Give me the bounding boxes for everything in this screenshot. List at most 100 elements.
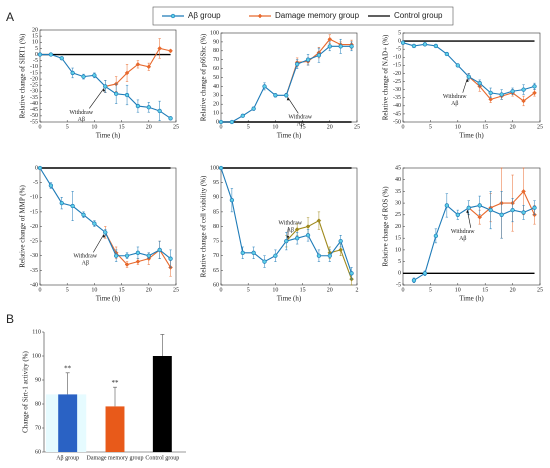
marker xyxy=(338,44,343,49)
marker xyxy=(70,203,75,209)
y-tick-label: -5 xyxy=(33,58,38,64)
y-tick-label: 20 xyxy=(32,27,38,33)
y-tick-label: 0 xyxy=(216,119,219,125)
marker xyxy=(135,250,141,255)
marker xyxy=(273,93,278,98)
marker xyxy=(305,224,311,229)
y-tick-label: 25 xyxy=(395,212,401,218)
marker xyxy=(257,13,263,19)
legend-label: Aβ group xyxy=(188,11,221,20)
y-tick-label: 15 xyxy=(32,34,38,40)
y-tick-label: -10 xyxy=(30,195,38,201)
marker xyxy=(455,212,460,217)
marker xyxy=(229,119,235,125)
y-axis-label: Relative change of p66Shc (%) xyxy=(200,33,208,121)
marker xyxy=(59,56,64,61)
y-tick-label: 40 xyxy=(213,84,219,90)
annotation-arrowhead xyxy=(102,234,106,238)
y-tick-label: -15 xyxy=(30,209,38,215)
marker xyxy=(251,250,256,255)
y-tick-label: 95 xyxy=(213,180,219,186)
annotation-arrowhead xyxy=(286,97,290,101)
y-tick-label: 15 xyxy=(395,236,401,242)
bar xyxy=(152,356,172,452)
marker xyxy=(338,247,344,253)
y-tick-label: -40 xyxy=(30,101,38,107)
series-line xyxy=(413,204,535,281)
y-axis-label: Relative change of ROS (%) xyxy=(382,186,390,267)
y-tick-label: -5 xyxy=(396,282,401,288)
x-tick-label: 10 xyxy=(272,287,278,293)
y-tick-label: -20 xyxy=(30,76,38,82)
annotation: Aβ xyxy=(451,101,458,107)
marker xyxy=(521,210,526,215)
bar xyxy=(58,394,78,452)
marker xyxy=(466,74,471,79)
marker xyxy=(37,165,43,171)
annotation-arrowhead xyxy=(286,236,290,240)
y-tick-label: 5 xyxy=(398,30,401,36)
marker xyxy=(284,93,289,98)
y-tick-label: -20 xyxy=(393,71,401,77)
x-tick-label: 20 xyxy=(327,124,333,130)
y-tick-label: 10 xyxy=(395,247,401,253)
marker xyxy=(422,271,428,276)
y-tick-label: -35 xyxy=(30,95,38,101)
y-tick-label: 90 xyxy=(213,195,219,201)
marker xyxy=(240,250,245,255)
marker xyxy=(135,103,141,109)
x-axis-label: Time (h) xyxy=(459,295,484,303)
y-tick-label: -5 xyxy=(33,180,38,186)
marker xyxy=(444,51,449,57)
marker xyxy=(81,212,86,217)
marker xyxy=(532,90,537,96)
x-tick-label: Aβ group xyxy=(56,455,79,461)
marker xyxy=(240,113,245,118)
y-tick-label: -30 xyxy=(30,253,38,259)
y-tick-label: -40 xyxy=(30,282,38,288)
marker xyxy=(488,96,494,102)
x-axis-label: Time (h) xyxy=(96,295,121,303)
marker xyxy=(521,87,526,92)
marker xyxy=(37,52,43,57)
marker xyxy=(70,70,75,76)
y-tick-label: 0 xyxy=(398,38,401,44)
x-tick-label: 15 xyxy=(300,124,306,130)
y-tick-label: 100 xyxy=(210,30,219,36)
marker xyxy=(146,64,152,70)
y-tick-label: 0 xyxy=(398,271,401,277)
significance: ** xyxy=(112,379,120,387)
x-tick-label: 5 xyxy=(247,287,250,293)
y-tick-label: 65 xyxy=(213,268,219,274)
y-tick-label: 5 xyxy=(398,259,401,265)
marker xyxy=(488,90,493,96)
x-tick-label: 0 xyxy=(39,124,42,130)
marker xyxy=(81,74,86,79)
marker xyxy=(251,106,256,111)
marker xyxy=(477,214,483,220)
annotation-arrowhead xyxy=(466,78,469,82)
x-axis-label: Time (h) xyxy=(459,132,484,140)
annotation: Withdraw xyxy=(73,254,97,260)
marker xyxy=(327,253,332,258)
marker xyxy=(295,236,300,241)
y-tick-label: -50 xyxy=(393,119,401,125)
plot-frame xyxy=(39,29,177,123)
annotation: Withdraw xyxy=(451,229,475,235)
marker xyxy=(305,57,311,62)
marker xyxy=(327,44,332,49)
y-tick-label: 75 xyxy=(213,239,219,245)
y-axis-label: Relative change of cell viability (%) xyxy=(200,175,208,277)
x-axis-label: Time (h) xyxy=(277,295,302,303)
marker xyxy=(124,70,130,76)
x-tick-label: 5 xyxy=(66,287,69,293)
y-tick-label: -30 xyxy=(30,89,38,95)
y-tick-label: -30 xyxy=(393,87,401,93)
x-axis-label: Time (h) xyxy=(277,132,302,140)
x-tick-label: 20 xyxy=(146,287,152,293)
series-line xyxy=(39,167,171,260)
marker xyxy=(103,230,108,235)
marker xyxy=(411,278,417,283)
marker xyxy=(295,62,300,67)
y-tick-label: 20 xyxy=(213,102,219,108)
